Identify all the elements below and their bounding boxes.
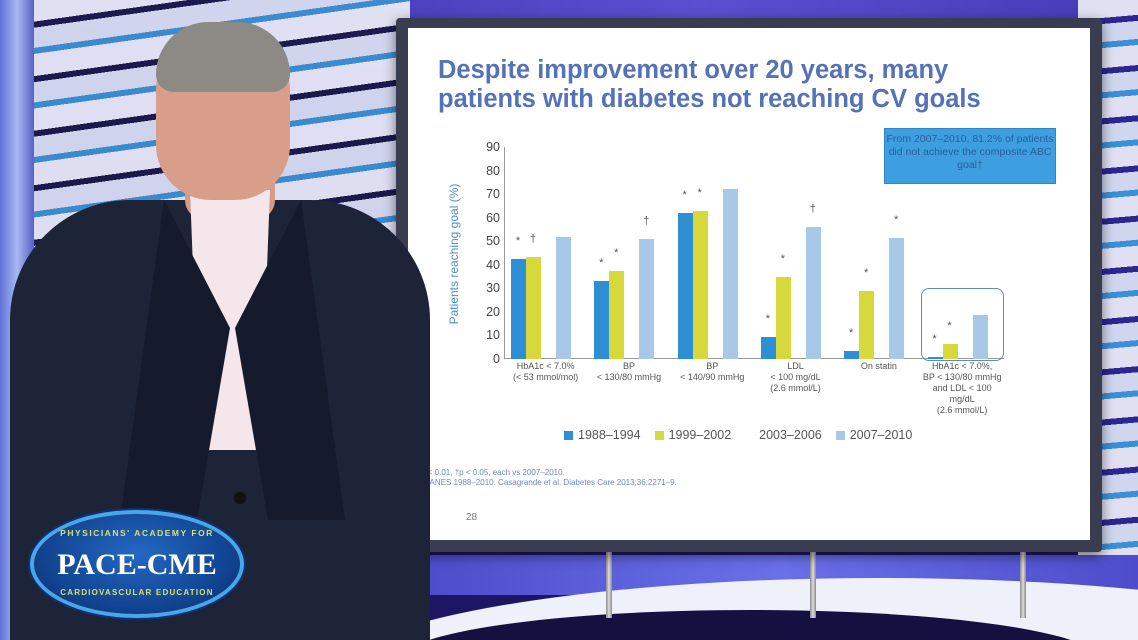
slide-title-line-1: Despite improvement over 20 years, many (438, 56, 949, 84)
significance-marker: * (765, 312, 771, 325)
significance-marker: † (643, 214, 650, 227)
legend-swatch (745, 430, 755, 440)
pace-cme-logo: PHYSICIANS' ACADEMY FOR PACE-CME CARDIOV… (30, 510, 244, 618)
chart-legend: 1988–1994 1999–2002 2003–2006 2007–2010 (564, 428, 912, 442)
significance-marker: * (599, 257, 604, 270)
bar (556, 236, 571, 359)
slide-page-number: 28 (466, 512, 478, 523)
bar (805, 227, 821, 359)
footnote-reference: NHANES 1988–2010. Casagrande et al. Diab… (418, 478, 677, 487)
y-tick-label: 0 (493, 352, 500, 366)
bar (722, 189, 738, 359)
significance-marker: * (932, 332, 937, 345)
logo-top-text: PHYSICIANS' ACADEMY FOR (60, 528, 214, 538)
legend-swatch (835, 430, 845, 440)
bar (677, 212, 693, 359)
bar (526, 256, 541, 359)
legend-item-2003-2006: 2003–2006 (745, 428, 822, 442)
significance-marker: * (864, 266, 869, 279)
bar (639, 238, 655, 359)
bar (594, 281, 610, 359)
y-tick-label: 10 (486, 328, 500, 343)
monitor-stand (810, 548, 816, 618)
y-tick-label: 60 (486, 210, 500, 225)
bar (927, 356, 943, 359)
monitor-stand (1020, 548, 1026, 618)
category-label: On statin (860, 361, 897, 371)
bar-chart: Patients reaching goal (%) 0 10 20 30 40 50 60… (408, 28, 1090, 540)
y-axis-line (504, 147, 505, 359)
x-axis-line (504, 358, 1004, 359)
significance-marker: * (614, 246, 619, 259)
logo-bottom-text: CARDIOVASCULAR EDUCATION (60, 588, 214, 597)
bar (692, 210, 708, 359)
footnote-significance: *p < 0.01, †p < 0.05, each vs 2007–2010. (418, 468, 565, 477)
significance-marker: * (894, 213, 899, 226)
bar (972, 314, 988, 359)
suit-button (234, 492, 246, 504)
y-tick-label: 80 (486, 163, 500, 178)
bar (609, 270, 625, 359)
bar (844, 350, 860, 359)
category-label: HbA1c < 7.0%, BP < 130/80 mmHg and LDL < 1… (922, 361, 1002, 415)
y-tick-label: 40 (486, 257, 500, 272)
legend-item-1999-2002: 1999–2002 (654, 428, 731, 442)
logo-main-text: PACE-CME (57, 548, 217, 581)
legend-swatch (564, 430, 573, 440)
legend-swatch (654, 430, 664, 440)
category-label: LDL < 100 mg/dL (2.6 mmol/L) (770, 361, 821, 393)
significance-marker: † (809, 203, 816, 216)
callout-box: From 2007–2010, 81.2% of patients did no… (884, 128, 1056, 184)
category-label: BP < 140/90 mmHg (680, 361, 745, 382)
legend-item-2007-2010: 2007–2010 (835, 428, 912, 442)
slide: Despite improvement over 20 years, many … (408, 28, 1090, 540)
significance-marker: † (529, 232, 537, 245)
significance-marker: * (780, 252, 786, 265)
bar (889, 237, 905, 359)
presenter-hair (156, 22, 290, 92)
category-label: HbA1c < 7.0% (< 53 mmol/mol) (513, 361, 579, 382)
footnote: *p < 0.01, †p < 0.05, each vs 2007–2010.… (418, 468, 677, 488)
slide-title: Despite improvement over 20 years, many … (438, 56, 1058, 114)
y-tick-label: 20 (486, 304, 500, 319)
significance-marker: * (849, 326, 854, 339)
bar (942, 343, 958, 359)
y-tick-label: 90 (486, 140, 500, 154)
bar (511, 258, 526, 359)
y-tick-label: 70 (486, 187, 500, 202)
bar (775, 276, 791, 359)
presentation-monitor: Despite improvement over 20 years, many … (396, 18, 1102, 552)
slide-title-line-2: patients with diabetes not reaching CV g… (438, 85, 981, 113)
significance-marker: * (697, 186, 702, 199)
y-tick-label: 50 (486, 234, 500, 249)
bar (859, 290, 875, 359)
plot-area: * † * * † * * * * † * * * * * (504, 147, 1004, 359)
significance-marker: * (515, 234, 521, 247)
legend-item-1988-1994: 1988–1994 (564, 428, 641, 442)
monitor-stand (606, 548, 612, 618)
composite-goal-highlight-box (921, 288, 1004, 361)
significance-marker: * (947, 319, 952, 332)
bar (760, 336, 776, 359)
category-label: BP < 130/80 mmHg (596, 361, 662, 382)
significance-marker: * (682, 188, 687, 201)
y-tick-label: 30 (486, 281, 500, 296)
y-axis-label: Patients reaching goal (%) (447, 183, 461, 325)
